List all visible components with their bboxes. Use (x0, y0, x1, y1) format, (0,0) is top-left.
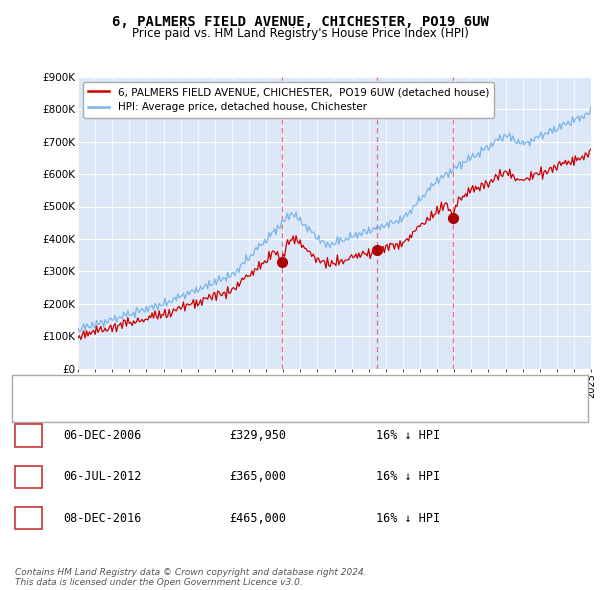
Text: 06-DEC-2006: 06-DEC-2006 (63, 429, 141, 442)
Text: 3: 3 (449, 101, 457, 111)
Text: 16% ↓ HPI: 16% ↓ HPI (376, 429, 440, 442)
Text: Contains HM Land Registry data © Crown copyright and database right 2024.
This d: Contains HM Land Registry data © Crown c… (15, 568, 367, 587)
Text: 16% ↓ HPI: 16% ↓ HPI (376, 470, 440, 483)
Text: 3: 3 (24, 512, 32, 525)
Text: HPI: Average price, detached house, Chichester: HPI: Average price, detached house, Chic… (36, 404, 274, 414)
Text: Price paid vs. HM Land Registry's House Price Index (HPI): Price paid vs. HM Land Registry's House … (131, 27, 469, 40)
Text: 16% ↓ HPI: 16% ↓ HPI (376, 512, 440, 525)
Text: 08-DEC-2016: 08-DEC-2016 (63, 512, 141, 525)
Text: 6, PALMERS FIELD AVENUE, CHICHESTER, PO19 6UW: 6, PALMERS FIELD AVENUE, CHICHESTER, PO1… (112, 15, 488, 29)
Text: 2: 2 (374, 101, 381, 111)
Text: £365,000: £365,000 (229, 470, 287, 483)
Text: 1: 1 (278, 101, 286, 111)
Text: 06-JUL-2012: 06-JUL-2012 (63, 470, 141, 483)
Text: £465,000: £465,000 (229, 512, 287, 525)
Legend: 6, PALMERS FIELD AVENUE, CHICHESTER,  PO19 6UW (detached house), HPI: Average pr: 6, PALMERS FIELD AVENUE, CHICHESTER, PO1… (83, 82, 494, 117)
Text: 6, PALMERS FIELD AVENUE, CHICHESTER,  PO19 6UW (detached house): 6, PALMERS FIELD AVENUE, CHICHESTER, PO1… (36, 383, 392, 392)
Text: £329,950: £329,950 (229, 429, 287, 442)
Text: 2: 2 (24, 470, 32, 483)
Text: 1: 1 (24, 429, 32, 442)
